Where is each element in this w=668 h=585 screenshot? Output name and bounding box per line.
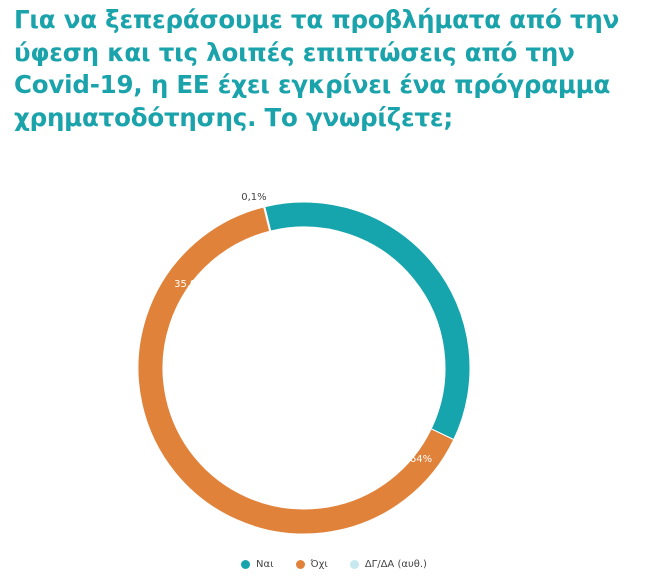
legend-swatch-dgda — [349, 560, 359, 569]
legend-item-ochi: Όχι — [295, 559, 328, 570]
chart-title: Για να ξεπεράσουμε τα προβλήματα από την… — [14, 5, 620, 132]
slice-label-ochi: 64% — [410, 454, 432, 465]
legend-swatch-ochi — [295, 560, 305, 569]
chart-legend: Ναι Όχι ΔΓ/ΔΑ (αυθ.) — [0, 559, 668, 570]
donut-slice-ochi — [137, 206, 455, 535]
donut-chart: 35,9% 64% 0,1% — [137, 192, 471, 535]
legend-item-dgda: ΔΓ/ΔΑ (αυθ.) — [349, 559, 427, 570]
donut-slice-dgda — [263, 206, 272, 232]
legend-item-nai: Ναι — [241, 559, 274, 570]
legend-label-dgda: ΔΓ/ΔΑ (αυθ.) — [364, 559, 427, 570]
legend-swatch-nai — [241, 560, 251, 569]
slice-label-nai: 35,9% — [174, 279, 206, 290]
legend-label-ochi: Όχι — [310, 559, 328, 570]
donut-slice-nai — [264, 201, 471, 441]
legend-label-nai: Ναι — [256, 559, 274, 570]
slice-label-dgda: 0,1% — [241, 192, 266, 203]
